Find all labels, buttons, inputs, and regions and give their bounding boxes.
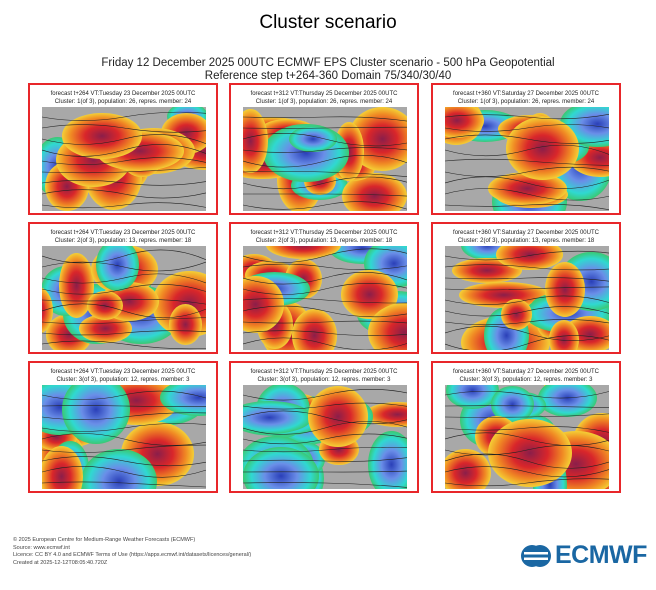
panel-title: forecast t+264 VT:Tuesday 23 December 20… xyxy=(30,368,216,384)
forecast-label: forecast t+360 VT:Saturday 27 December 2… xyxy=(453,369,599,375)
ecmwf-logo-icon xyxy=(521,544,551,567)
geopotential-contours xyxy=(445,114,609,210)
forecast-label: forecast t+264 VT:Tuesday 23 December 20… xyxy=(50,369,196,375)
map-panel: forecast t+264 VT:Tuesday 23 December 20… xyxy=(28,222,218,354)
panel-title: forecast t+264 VT:Tuesday 23 December 20… xyxy=(30,90,216,106)
map-panel: forecast t+312 VT:Thursday 25 December 2… xyxy=(229,222,419,354)
anomaly-blob xyxy=(61,113,142,159)
forecast-label: forecast t+312 VT:Thursday 25 December 2… xyxy=(250,91,398,97)
anomaly-map xyxy=(445,107,609,211)
map-panel: forecast t+360 VT:Saturday 27 December 2… xyxy=(431,361,621,493)
anomaly-map xyxy=(42,246,206,350)
anomaly-map xyxy=(243,107,407,211)
anomaly-blob xyxy=(292,308,338,350)
map-panel: forecast t+360 VT:Saturday 27 December 2… xyxy=(431,222,621,354)
panel-title: forecast t+312 VT:Thursday 25 December 2… xyxy=(231,368,417,384)
cluster-label: Cluster: 1(of 3), population: 26, repres… xyxy=(54,99,192,105)
licence: Licence: CC BY 4.0 and ECMWF Terms of Us… xyxy=(13,552,252,558)
anomaly-blob xyxy=(496,246,563,270)
chart-subtitle-2: Reference step t+264-360 Domain 75/340/3… xyxy=(204,70,452,82)
forecast-label: forecast t+360 VT:Saturday 27 December 2… xyxy=(453,91,599,97)
chart-subtitle: Friday 12 December 2025 00UTC ECMWF EPS … xyxy=(101,57,555,69)
created: Created at 2025-12-12T08:05:40.720Z xyxy=(13,559,108,566)
anomaly-map xyxy=(445,385,609,489)
anomaly-blob xyxy=(549,319,580,350)
map-panel: forecast t+264 VT:Tuesday 23 December 20… xyxy=(28,361,218,493)
panel-title: forecast t+360 VT:Saturday 27 December 2… xyxy=(433,229,619,245)
anomaly-map xyxy=(42,385,206,489)
map-panel: forecast t+312 VT:Thursday 25 December 2… xyxy=(229,83,419,215)
anomaly-blob xyxy=(243,447,320,489)
cluster-label: Cluster: 3(of 3), population: 12, repres… xyxy=(257,377,391,383)
geopotential-contours xyxy=(445,390,609,487)
geopotential-contours xyxy=(445,250,609,350)
anomaly-blob xyxy=(168,304,202,346)
anomaly-map xyxy=(445,246,609,350)
anomaly-map xyxy=(243,385,407,489)
map-panel: forecast t+360 VT:Saturday 27 December 2… xyxy=(431,83,621,215)
cluster-label: Cluster: 1(of 3), population: 26, repres… xyxy=(457,99,595,105)
forecast-label: forecast t+312 VT:Thursday 25 December 2… xyxy=(250,369,398,375)
footer: © 2025 European Centre for Medium-Range … xyxy=(13,537,251,567)
forecast-label: forecast t+360 VT:Saturday 27 December 2… xyxy=(453,230,599,236)
cluster-label: Cluster: 1(of 3), population: 26, repres… xyxy=(255,99,393,105)
geopotential-contours xyxy=(243,248,407,350)
cluster-label: Cluster: 2(of 3), population: 13, repres… xyxy=(255,238,393,244)
cluster-label: Cluster: 3(of 3), population: 12, repres… xyxy=(459,377,593,383)
panel-title: forecast t+360 VT:Saturday 27 December 2… xyxy=(433,90,619,106)
geopotential-contours xyxy=(42,390,206,488)
geopotential-contours xyxy=(42,249,206,350)
forecast-label: forecast t+264 VT:Tuesday 23 December 20… xyxy=(50,91,196,97)
forecast-label: forecast t+264 VT:Tuesday 23 December 20… xyxy=(50,230,196,236)
anomaly-map xyxy=(243,246,407,350)
cluster-label: Cluster: 2(of 3), population: 13, repres… xyxy=(457,238,595,244)
page-title: Cluster scenario xyxy=(259,12,397,33)
cluster-label: Cluster: 2(of 3), population: 13, repres… xyxy=(54,238,192,244)
anomaly-blob xyxy=(265,246,341,260)
geopotential-contours xyxy=(243,116,407,210)
ecmwf-logo-text: ECMWF xyxy=(555,541,647,569)
forecast-label: forecast t+312 VT:Thursday 25 December 2… xyxy=(250,230,398,236)
anomaly-map xyxy=(42,107,206,211)
anomaly-blob xyxy=(505,117,580,181)
copyright: © 2025 European Centre for Medium-Range … xyxy=(13,537,196,543)
anomaly-blob xyxy=(288,125,338,153)
panel-title: forecast t+360 VT:Saturday 27 December 2… xyxy=(433,368,619,384)
panel-title: forecast t+312 VT:Thursday 25 December 2… xyxy=(231,229,417,245)
cluster-label: Cluster: 3(of 3), population: 12, repres… xyxy=(56,377,190,383)
map-panel: forecast t+312 VT:Thursday 25 December 2… xyxy=(229,361,419,493)
geopotential-contours xyxy=(42,111,206,209)
ecmwf-logo: ECMWF xyxy=(520,541,647,570)
anomaly-blob xyxy=(42,286,53,334)
panel-title: forecast t+264 VT:Tuesday 23 December 20… xyxy=(30,229,216,245)
map-panel: forecast t+264 VT:Tuesday 23 December 20… xyxy=(28,83,218,215)
anomaly-blob xyxy=(544,261,586,318)
source: Source: www.ecmwf.int xyxy=(13,544,70,551)
panel-title: forecast t+312 VT:Thursday 25 December 2… xyxy=(231,90,417,106)
anomaly-blob xyxy=(538,385,597,417)
anomaly-blob xyxy=(487,418,572,488)
geopotential-contours xyxy=(243,389,407,488)
